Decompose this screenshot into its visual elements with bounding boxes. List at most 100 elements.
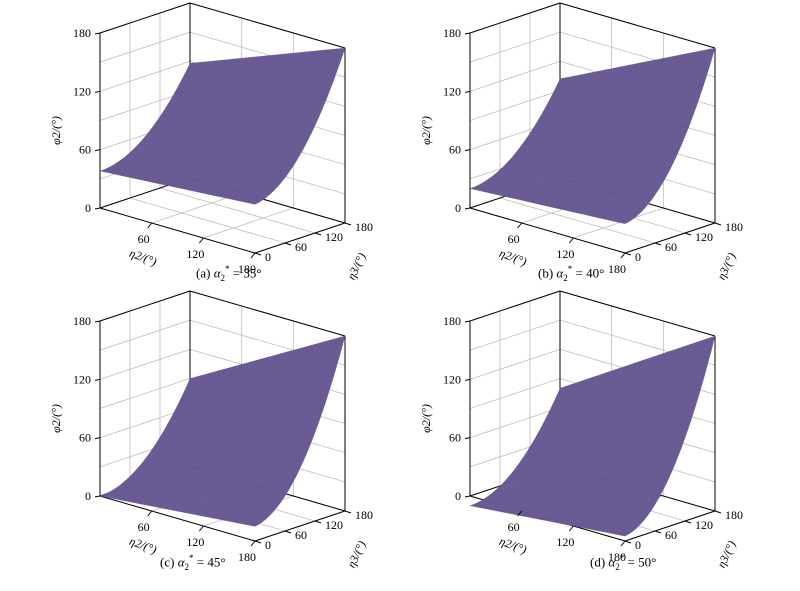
x-tick: [147, 222, 153, 229]
axis-edge: [99, 2, 191, 34]
caption-a: (a) α2* = 35°: [196, 264, 262, 283]
y-tick-label: 0: [635, 538, 641, 552]
y-axis-label: η3/(°): [714, 539, 739, 570]
y-tick-label: 60: [665, 528, 677, 542]
y-tick-label: 180: [725, 220, 743, 234]
axis-edge: [99, 207, 256, 254]
y-tick: [314, 520, 322, 524]
axis-edge: [99, 495, 256, 542]
caption-b: (b) α2* = 40°: [538, 264, 605, 283]
surface-patch: [556, 77, 567, 87]
y-tick: [344, 222, 352, 226]
y-tick: [624, 540, 632, 544]
chart-panel-a: 0 60 120 180 60 120 180 0 60 120 180 φ2/(°) η2/(°) η3…: [40, 2, 373, 298]
x-tick: [198, 525, 204, 532]
x-tick-label: 60: [138, 232, 150, 246]
z-tick: [464, 378, 471, 381]
y-tick: [254, 252, 262, 256]
z-tick-label: 60: [79, 143, 91, 157]
surface: [99, 335, 346, 527]
y-tick-label: 0: [635, 250, 641, 264]
y-tick: [314, 232, 322, 236]
surface-patch: [556, 385, 567, 397]
x-tick: [568, 237, 574, 244]
grid-line: [203, 207, 294, 239]
grid-line: [99, 319, 191, 351]
x-tick-label: 60: [508, 232, 520, 246]
z-tick: [94, 437, 101, 440]
z-tick-label: 60: [449, 143, 461, 157]
x-tick-label: 120: [556, 535, 574, 549]
z-tick: [94, 378, 101, 381]
z-tick: [94, 207, 101, 210]
z-tick-label: 120: [73, 372, 91, 386]
chart-panel-b: 0 60 120 180 60 120 180 0 60 120 180 φ2/(°) η2/(°) η3…: [410, 2, 743, 298]
z-tick-label: 120: [443, 372, 461, 386]
y-tick: [714, 222, 722, 226]
y-tick: [254, 540, 262, 544]
axis-edge: [469, 207, 626, 254]
axis-edge: [254, 222, 346, 254]
x-tick-label: 60: [138, 520, 150, 534]
z-tick: [94, 32, 101, 35]
grid-line: [99, 60, 191, 92]
surface-plot-b: 0 60 120 180 60 120 180 0 60 120 180 φ2/(°) η2/(°) η3…: [419, 2, 743, 282]
axis-edge: [189, 2, 346, 49]
y-tick: [684, 232, 692, 236]
z-tick-label: 180: [443, 26, 461, 40]
z-tick: [464, 149, 471, 152]
z-tick-label: 180: [73, 26, 91, 40]
x-axis-label: η2/(°): [497, 534, 528, 557]
y-axis-label: η3/(°): [714, 251, 739, 282]
surface-patch: [186, 376, 197, 388]
surface: [99, 47, 346, 205]
axis-edge: [624, 222, 716, 254]
y-tick: [624, 252, 632, 256]
chart-panel-d: 0 60 120 180 60 120 180 0 60 120 180 φ2/(°) η2/(°) η3…: [410, 290, 743, 586]
axis-edge: [189, 290, 346, 337]
grid-line: [499, 197, 656, 244]
z-tick-label: 0: [85, 489, 91, 503]
y-tick-label: 120: [325, 230, 343, 244]
y-tick-label: 180: [355, 508, 373, 522]
y-tick-label: 180: [725, 508, 743, 522]
z-tick-label: 60: [79, 431, 91, 445]
grid-line: [573, 207, 664, 239]
y-tick: [344, 510, 352, 514]
axis-edge: [559, 290, 716, 337]
x-tick: [517, 222, 523, 229]
x-tick-label: 180: [608, 550, 626, 564]
grid-line: [469, 90, 561, 121]
surface-plot-d: 0 60 120 180 60 120 180 0 60 120 180 φ2/(°) η2/(°) η3…: [419, 290, 743, 570]
caption-c: (c) α2* = 45°: [160, 553, 226, 572]
y-tick: [654, 242, 662, 246]
grid-line: [129, 197, 286, 244]
x-axis-label: η2/(°): [127, 246, 158, 269]
x-tick-label: 120: [556, 247, 574, 261]
grid-line: [469, 31, 561, 63]
grid-line: [99, 378, 191, 409]
axis-edge: [559, 2, 716, 49]
grid-line: [159, 187, 316, 234]
z-tick: [94, 320, 101, 323]
y-axis-label: η3/(°): [344, 251, 369, 282]
y-tick: [654, 530, 662, 534]
z-tick: [464, 320, 471, 323]
z-axis-label: φ2/(°): [49, 116, 63, 145]
x-tick: [620, 252, 626, 259]
x-tick: [517, 510, 523, 517]
y-tick: [684, 520, 692, 524]
x-axis-label: η2/(°): [497, 246, 528, 269]
grid-line: [469, 60, 561, 92]
axis-edge: [469, 290, 561, 322]
z-axis-label: φ2/(°): [419, 116, 433, 145]
x-tick-label: 60: [508, 520, 520, 534]
z-tick-label: 120: [73, 84, 91, 98]
surface-patch: [186, 62, 197, 72]
z-tick-label: 180: [443, 314, 461, 328]
x-tick: [198, 237, 204, 244]
x-tick-label: 120: [186, 247, 204, 261]
y-tick-label: 120: [325, 518, 343, 532]
z-tick-label: 0: [455, 489, 461, 503]
z-axis-label: φ2/(°): [49, 404, 63, 433]
